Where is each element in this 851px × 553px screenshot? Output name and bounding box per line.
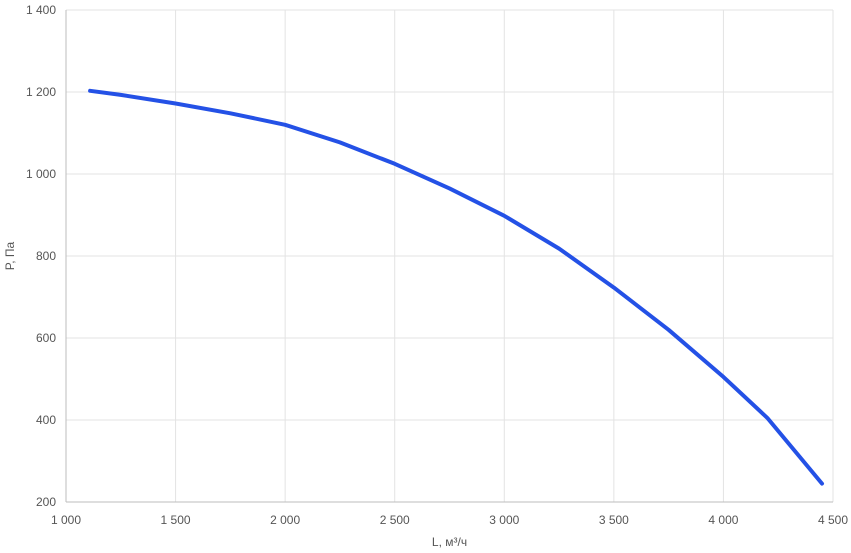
x-tick-label: 1 500: [161, 513, 191, 527]
x-tick-label: 3 000: [489, 513, 519, 527]
series-line: [88, 88, 824, 486]
x-tick-label: 4 500: [818, 513, 848, 527]
y-tick-label: 1 200: [26, 85, 56, 99]
x-tick-label: 2 000: [270, 513, 300, 527]
y-axis-label: P, Па: [3, 241, 17, 270]
y-tick-label: 1 400: [26, 3, 56, 17]
series-group: [88, 88, 824, 486]
x-axis-label: L, м³/ч: [432, 535, 467, 549]
x-tick-label: 3 500: [599, 513, 629, 527]
x-tick-labels: 1 000 1 500 2 000 2 500 3 000 3 500 4 000 4 500: [51, 513, 848, 527]
y-tick-labels: 200 400 600 800 1 000 1 200 1 400: [26, 3, 56, 509]
y-tick-label: 600: [36, 331, 56, 345]
y-tick-label: 800: [36, 249, 56, 263]
x-tick-label: 2 500: [380, 513, 410, 527]
y-tick-label: 1 000: [26, 167, 56, 181]
y-tick-label: 200: [36, 495, 56, 509]
y-grid: [66, 9, 833, 503]
x-tick-label: 4 000: [708, 513, 738, 527]
x-tick-label: 1 000: [51, 513, 81, 527]
y-tick-label: 400: [36, 413, 56, 427]
